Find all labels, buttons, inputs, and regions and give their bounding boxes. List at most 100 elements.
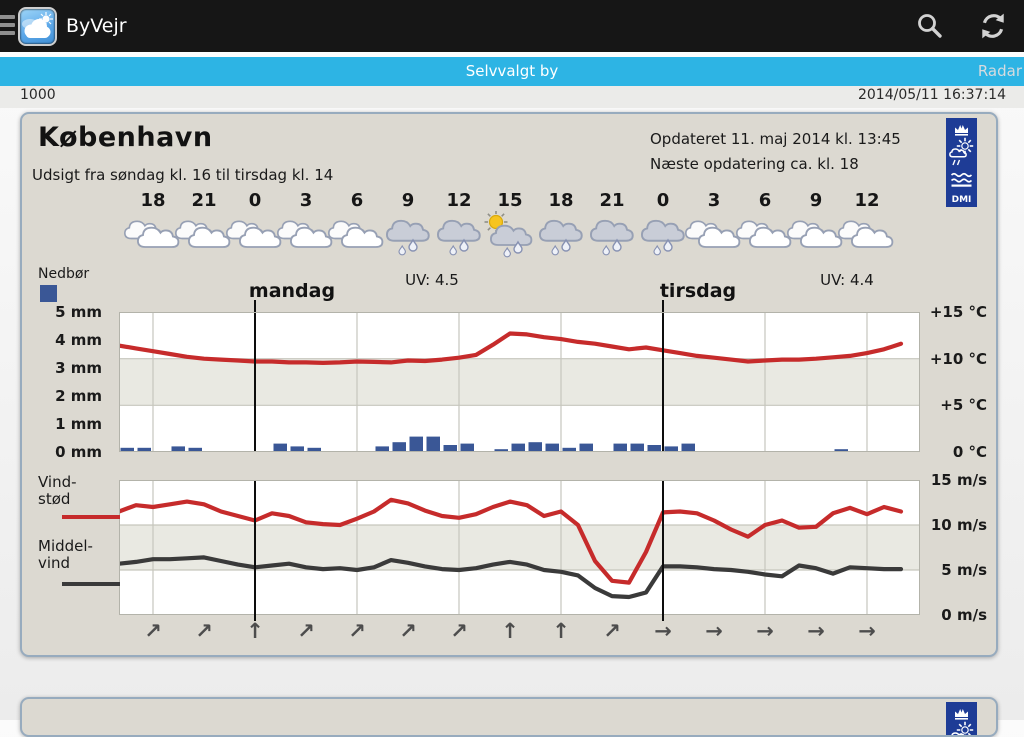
wind-direction-arrow: ↗	[195, 619, 213, 643]
temp-precip-chart	[116, 312, 920, 452]
uv-index-day1: UV: 4.5	[405, 271, 459, 289]
cloudy-icon	[123, 220, 180, 248]
refresh-icon[interactable]	[978, 11, 1008, 41]
axis-tick-celsius: +10 °C	[929, 349, 987, 368]
city-name: København	[38, 122, 213, 153]
hour-label: 12	[854, 190, 880, 211]
weather-icon-slot	[430, 211, 488, 259]
axis-tick-celsius: +15 °C	[929, 303, 987, 321]
app-title: ByVejr	[66, 15, 127, 37]
hour-label: 21	[599, 190, 625, 211]
meanwind-legend-label: Middel-vind	[38, 537, 93, 572]
weather-icon-slot	[327, 211, 386, 259]
weather-icon-slot	[481, 210, 539, 259]
precip-legend-label: Nedbør	[38, 266, 90, 282]
day-marker-tick	[254, 300, 256, 312]
station-id: 1000	[20, 87, 56, 103]
next-update-text: Næste opdatering ca. kl. 18	[650, 155, 859, 173]
wind-direction-arrow: →	[705, 619, 723, 643]
top-app-bar: ByVejr	[0, 0, 1024, 52]
axis-tick-mm: 1 mm	[55, 415, 102, 433]
updated-text: Opdateret 11. maj 2014 kl. 13:45	[650, 130, 901, 148]
wind-direction-arrow: ↗	[144, 619, 162, 643]
sun-rain-icon	[484, 210, 533, 258]
wind-direction-arrow: →	[756, 619, 774, 643]
cloudy-icon	[735, 220, 792, 248]
day-marker-tick	[662, 613, 664, 621]
weather-icon-slot	[379, 211, 437, 259]
weather-icon-slot	[532, 211, 590, 259]
weather-icon-slot	[123, 211, 182, 259]
wind-direction-arrow: ↗	[450, 619, 468, 643]
hour-label: 0	[656, 190, 670, 211]
wind-direction-arrow: →	[858, 619, 876, 643]
uv-index-day2: UV: 4.4	[820, 271, 874, 289]
rain-icon	[538, 219, 583, 256]
weather-icon-slot	[837, 211, 896, 259]
hour-label: 18	[140, 190, 166, 211]
wind-direction-arrow: ↑	[501, 619, 519, 643]
app-logo-icon	[18, 7, 57, 46]
weather-icon-slot	[583, 211, 641, 259]
rain-icon	[436, 219, 481, 256]
weather-icon-slot	[225, 211, 284, 259]
hour-label: 21	[191, 190, 217, 211]
gust-legend-label: Vind-stød	[38, 473, 77, 508]
day-marker-tick	[662, 300, 664, 312]
axis-tick-mm: 0 mm	[55, 443, 102, 461]
hour-label: 6	[758, 190, 772, 211]
rain-icon	[640, 219, 685, 256]
wind-direction-arrow: →	[654, 619, 672, 643]
cloudy-icon	[684, 220, 741, 248]
menu-icon[interactable]	[0, 15, 15, 39]
axis-tick-ms: 5 m/s	[941, 561, 987, 579]
weather-icon-slot	[174, 211, 233, 259]
hour-label: 3	[299, 190, 313, 211]
forecast-range: Udsigt fra søndag kl. 16 til tirsdag kl.…	[32, 166, 334, 184]
cloudy-icon	[786, 220, 843, 248]
day-marker-tick	[254, 613, 256, 621]
search-icon[interactable]	[915, 11, 945, 41]
wind-direction-arrow: ↗	[297, 619, 315, 643]
weather-icon-slot	[735, 211, 794, 259]
cloudy-icon	[837, 220, 894, 248]
wind-direction-arrow: ↗	[603, 619, 621, 643]
hour-label: 9	[809, 190, 823, 211]
hour-label: 9	[401, 190, 415, 211]
day-label-tuesday: tirsdag	[659, 280, 737, 302]
weather-icon-slot	[786, 211, 845, 259]
hour-label: 3	[707, 190, 721, 211]
dmi-logo-graphic: DMI	[946, 118, 977, 207]
precip-legend-swatch	[40, 285, 57, 302]
rain-icon	[589, 219, 634, 256]
hour-label: 15	[497, 190, 523, 211]
wind-direction-arrow: ↑	[246, 619, 264, 643]
axis-tick-mm: 5 mm	[55, 303, 102, 321]
status-row: 1000 2014/05/11 16:37:14	[0, 86, 1024, 108]
cloudy-icon	[174, 220, 231, 248]
tab-radar[interactable]: Radar	[977, 62, 1022, 80]
cloudy-icon	[276, 220, 333, 248]
hour-label: 12	[446, 190, 472, 211]
axis-tick-mm: 3 mm	[55, 359, 102, 377]
axis-tick-mm: 4 mm	[55, 331, 102, 349]
gust-legend-swatch	[62, 515, 120, 519]
next-forecast-card[interactable]: DMI	[20, 697, 998, 737]
svg-text:DMI: DMI	[952, 195, 972, 205]
weather-icon-slot	[684, 211, 743, 259]
meanwind-legend-swatch	[62, 582, 120, 586]
hour-label: 0	[248, 190, 262, 211]
axis-tick-celsius: +5 °C	[940, 396, 987, 415]
weather-icon-slot	[634, 211, 692, 259]
wind-direction-arrow: ↗	[348, 619, 366, 643]
cloudy-icon	[225, 220, 282, 248]
axis-tick-celsius: 0 °C	[952, 443, 987, 461]
tab-strip: Selvvalgt by Radar	[0, 57, 1024, 86]
hour-label: 18	[548, 190, 574, 211]
cloudy-icon	[327, 220, 384, 248]
wind-chart	[116, 480, 920, 615]
tab-selvvalgt-by[interactable]: Selvvalgt by	[465, 62, 559, 80]
wind-direction-arrow: →	[807, 619, 825, 643]
day-label-monday: mandag	[248, 280, 336, 302]
axis-tick-ms: 10 m/s	[930, 516, 987, 534]
